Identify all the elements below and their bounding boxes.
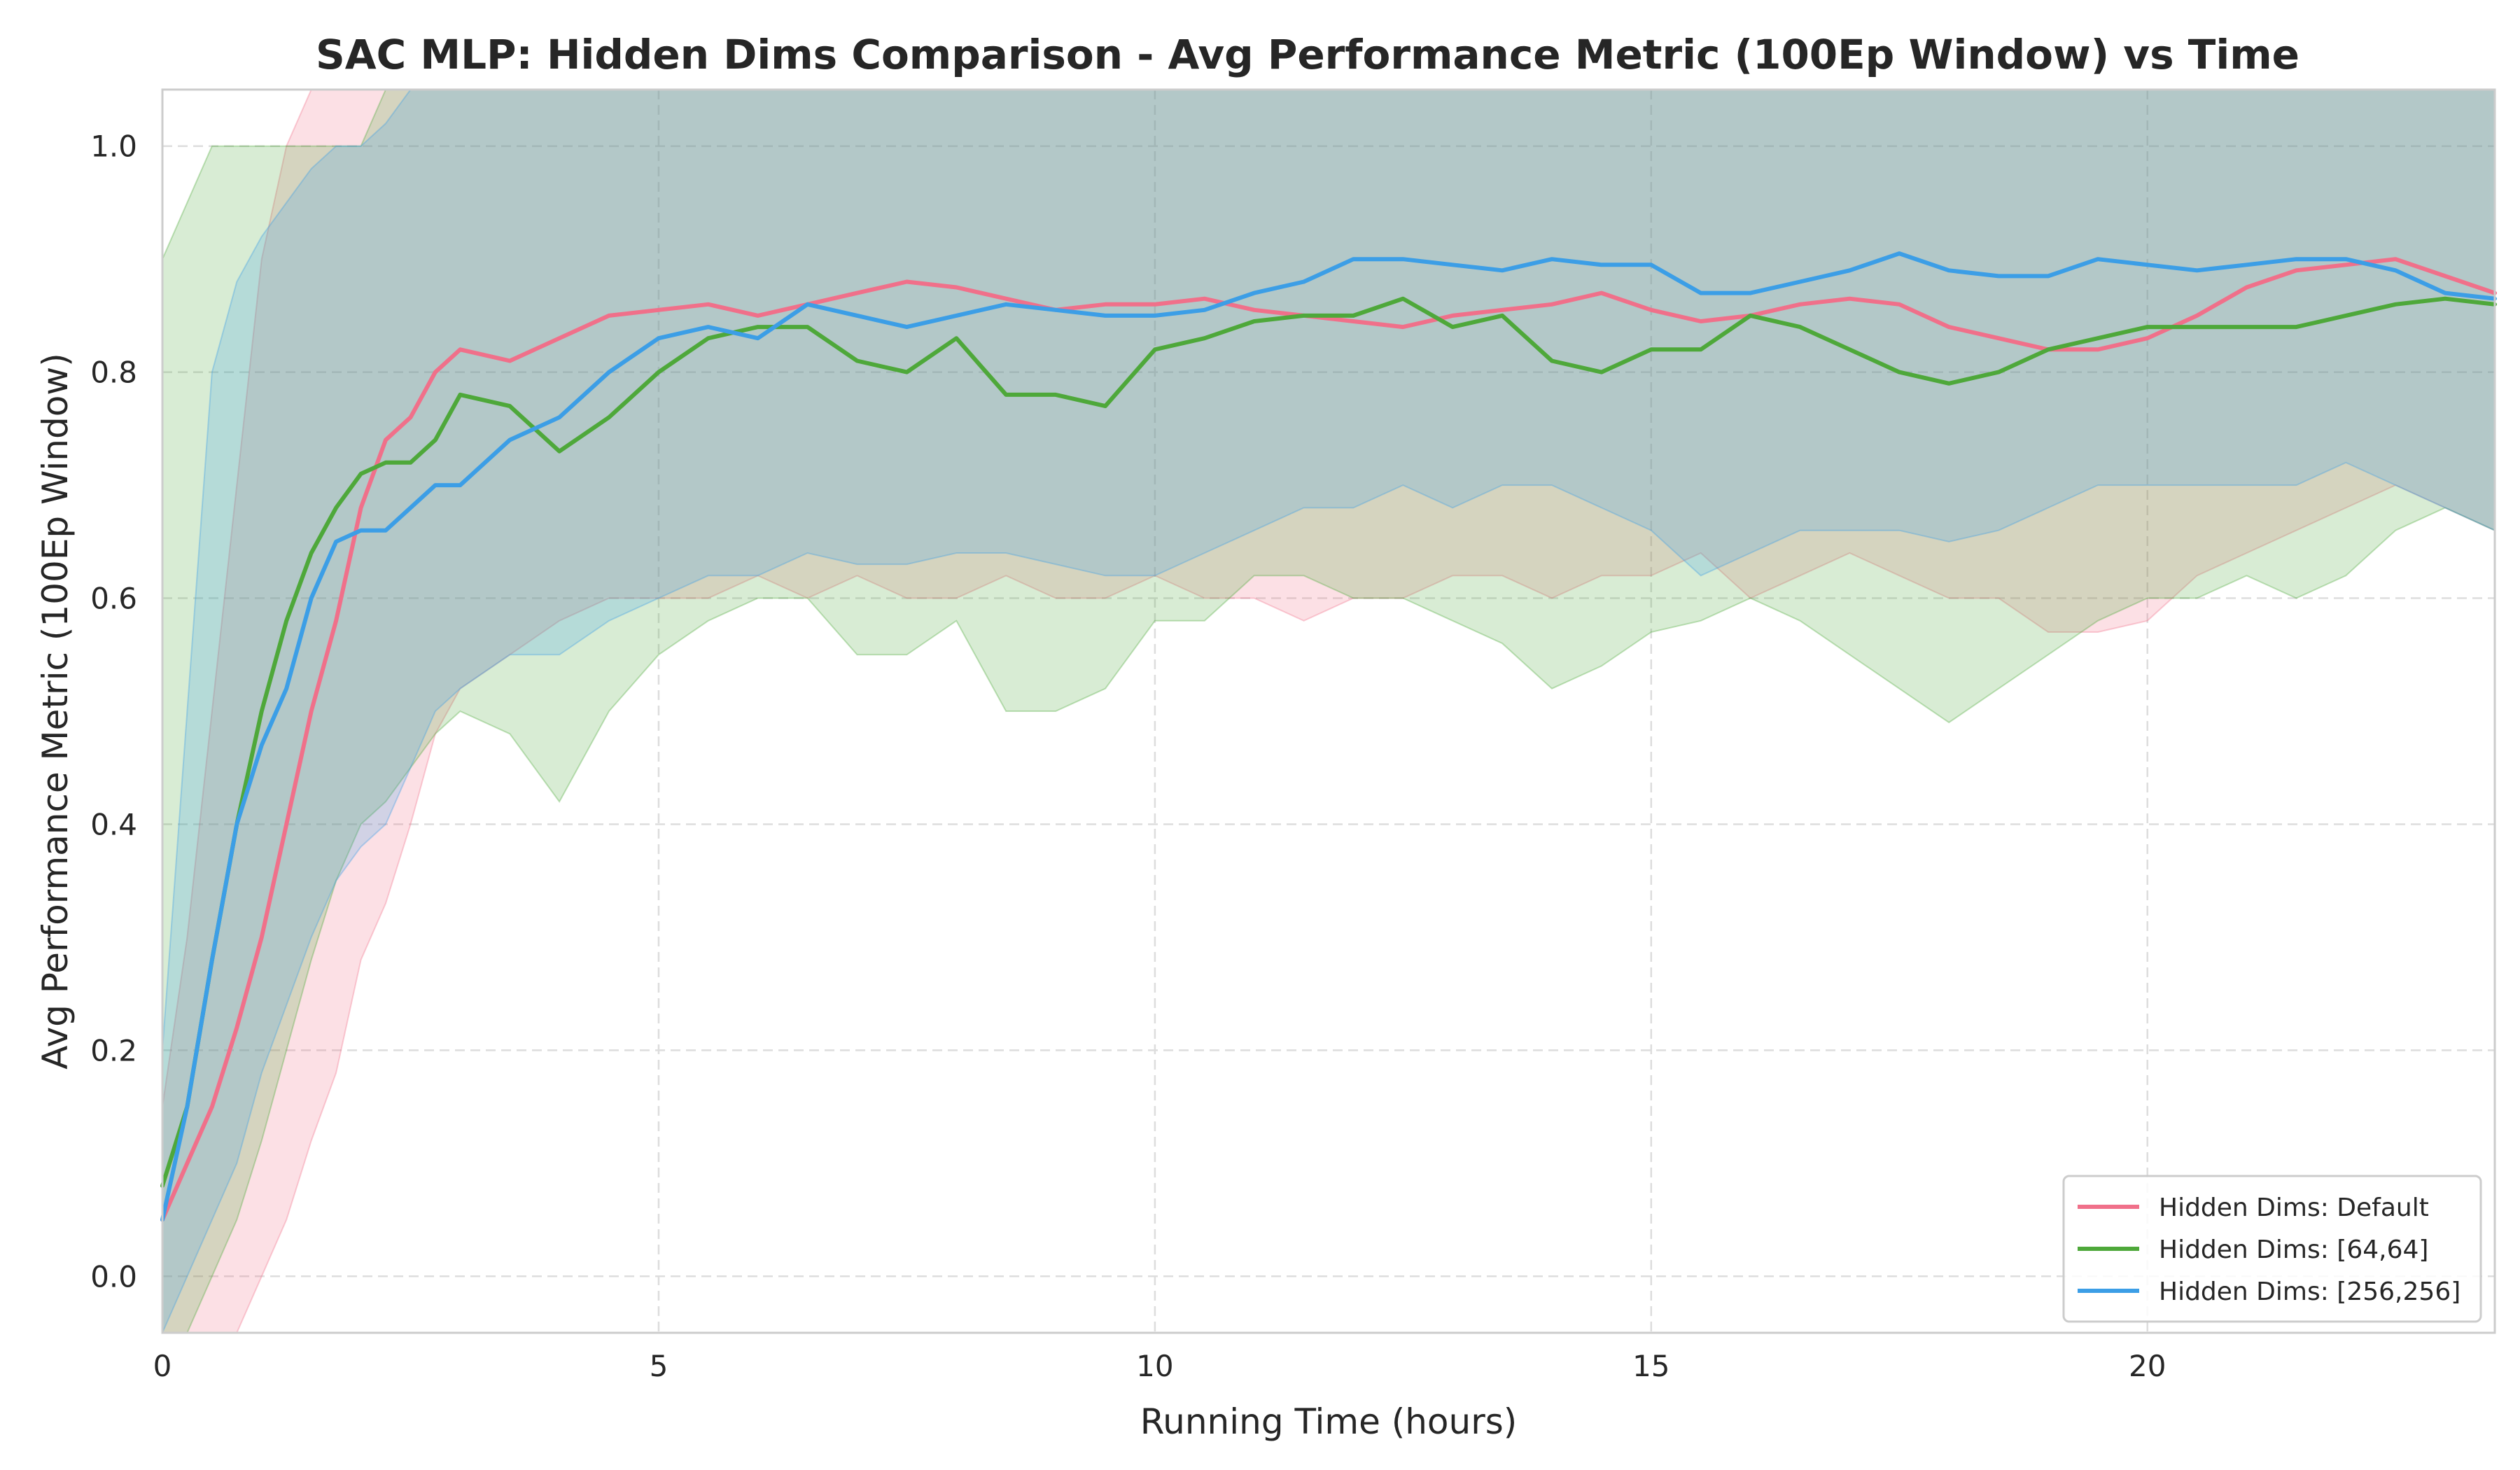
x-tick-label: 15 — [1632, 1349, 1670, 1383]
series-lines — [160, 251, 2497, 1222]
x-tick-label: 5 — [650, 1349, 668, 1383]
y-tick-label: 0.6 — [90, 582, 137, 616]
y-tick-label: 0.4 — [90, 807, 137, 841]
legend-label-1: Hidden Dims: Default — [2159, 1194, 2429, 1222]
y-tick-label: 0.8 — [90, 356, 137, 390]
y-axis-label: Avg Performance Metric (100Ep Window) — [35, 353, 76, 1069]
x-tick-label: 10 — [1136, 1349, 1173, 1383]
x-tick-label: 20 — [2129, 1349, 2166, 1383]
series-line-2 — [160, 296, 2497, 1189]
y-tick-label: 0.0 — [90, 1259, 137, 1294]
y-tick-label: 1.0 — [90, 130, 137, 164]
x-axis-label: Running Time (hours) — [1140, 1401, 1518, 1442]
legend-label-3: Hidden Dims: [256,256] — [2159, 1278, 2460, 1306]
y-tick-label: 0.2 — [90, 1033, 137, 1068]
chart-title: SAC MLP: Hidden Dims Comparison - Avg Pe… — [316, 31, 2300, 78]
legend-label-2: Hidden Dims: [64,64] — [2159, 1236, 2428, 1264]
legend: Hidden Dims: Default Hidden Dims: [64,64]… — [2062, 1175, 2482, 1323]
series-line-3 — [160, 251, 2497, 1222]
plot-area-frame — [161, 88, 2496, 1334]
x-axis-ticks: 0 5 10 15 20 — [153, 1349, 2166, 1383]
y-axis-ticks: 0.0 0.2 0.4 0.6 0.8 1.0 — [90, 130, 137, 1294]
x-tick-label: 0 — [153, 1349, 172, 1383]
legend-frame — [2062, 1175, 2482, 1323]
